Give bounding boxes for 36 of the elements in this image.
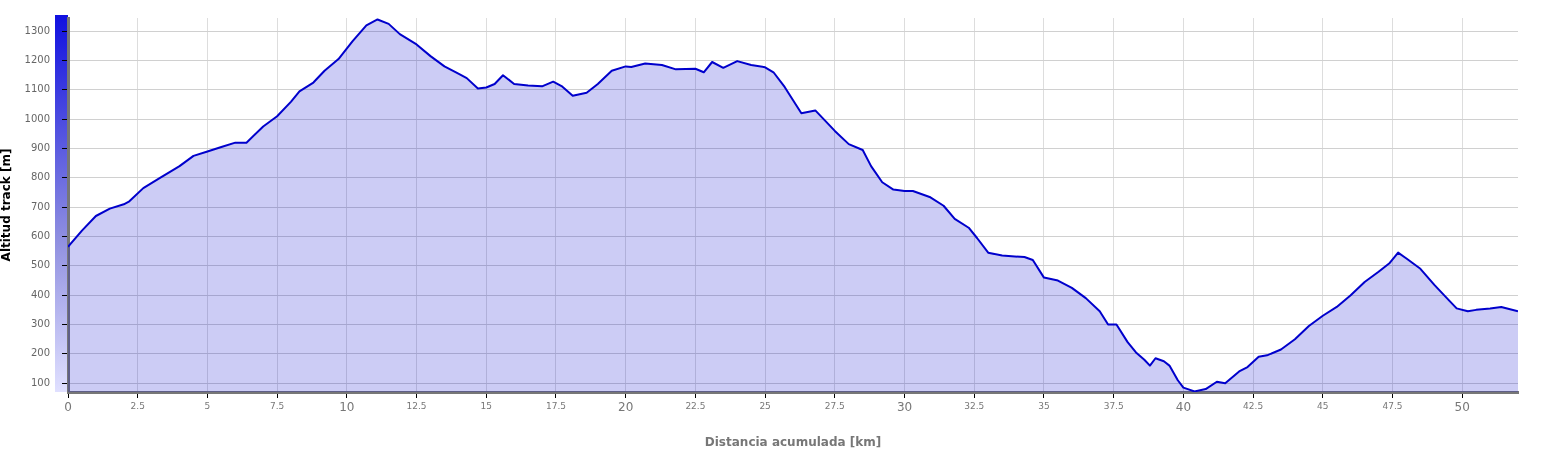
x-tick-label: 25 xyxy=(759,400,771,411)
y-tick-label: 1000 xyxy=(24,112,50,124)
y-tick-label: 200 xyxy=(30,347,50,359)
x-tick-label: 27.5 xyxy=(824,400,845,411)
x-tick-label: 40 xyxy=(1175,400,1192,415)
x-tick-label: 50 xyxy=(1454,400,1470,415)
x-tick-label: 42.5 xyxy=(1243,400,1264,411)
x-tick-label: 37.5 xyxy=(1103,400,1124,411)
x-tick-label: 12.5 xyxy=(406,400,427,411)
y-tick-label: 100 xyxy=(30,376,50,388)
x-tick-label: 17.5 xyxy=(545,400,566,411)
x-tick-label: 47.5 xyxy=(1382,400,1403,411)
y-tick-label: 600 xyxy=(30,230,50,242)
y-tick-label: 500 xyxy=(30,259,50,271)
y-tick-label: 400 xyxy=(30,288,50,300)
y-tick-label: 800 xyxy=(30,171,50,183)
y-tick-label: 900 xyxy=(30,142,50,154)
x-tick-label: 2.5 xyxy=(130,400,145,411)
y-tick-label: 300 xyxy=(30,318,50,330)
y-axis-title: Altitud track [m] xyxy=(0,148,14,262)
x-tick-label: 0 xyxy=(64,400,72,415)
x-tick-label: 20 xyxy=(618,400,634,415)
x-tick-label: 10 xyxy=(339,400,355,415)
x-tick-label: 30 xyxy=(896,400,913,415)
x-tick-label: 5 xyxy=(204,400,211,411)
y-tick-label: 1300 xyxy=(24,24,50,36)
x-tick-label: 35 xyxy=(1038,400,1050,411)
x-tick-label: 15 xyxy=(480,400,492,411)
x-tick-label: 22.5 xyxy=(685,400,706,411)
y-tick-label: 1100 xyxy=(24,83,50,95)
x-tick-label: 32.5 xyxy=(964,400,985,411)
y-tick-label: 1200 xyxy=(24,54,50,66)
x-tick-label: 45 xyxy=(1317,400,1329,411)
x-tick-label: 7.5 xyxy=(269,400,285,411)
x-axis-title: Distancia acumulada [km] xyxy=(704,434,882,449)
y-tick-label: 700 xyxy=(30,200,50,212)
